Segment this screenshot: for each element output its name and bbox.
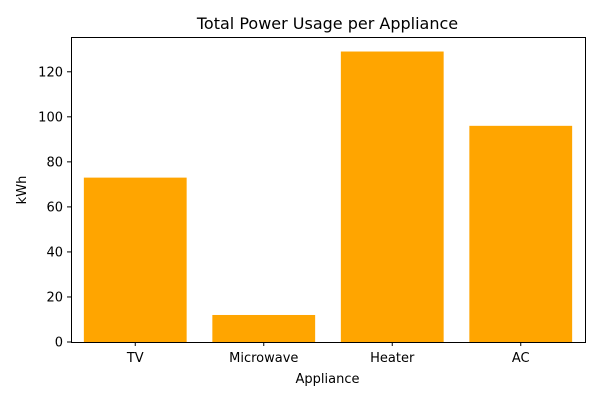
x-tick-label: Microwave [229,351,298,366]
plot-frame [71,37,586,343]
chart-title: Total Power Usage per Appliance [196,14,458,33]
y-tick-label: 60 [46,200,63,215]
y-tick-label: 80 [46,155,63,170]
y-tick-label: 100 [38,110,63,125]
x-axis-label: Appliance [296,372,360,387]
y-tick-label: 0 [55,336,63,351]
bar-tv [83,177,187,342]
x-tick-label: AC [512,351,530,366]
y-tick-label: 40 [46,245,63,260]
x-tick-label: TV [126,351,144,366]
bars-group [83,51,573,343]
bar-heater [340,51,444,343]
y-axis: 0 20 40 60 80 100 120 [38,65,71,351]
bar-ac [469,125,573,343]
x-axis: TV Microwave Heater AC [126,342,530,366]
x-tick-label: Heater [370,351,415,366]
y-tick-label: 20 [46,290,63,305]
y-axis-label: kWh [15,176,30,205]
bar-microwave [212,314,316,342]
y-tick-label: 120 [38,65,63,80]
